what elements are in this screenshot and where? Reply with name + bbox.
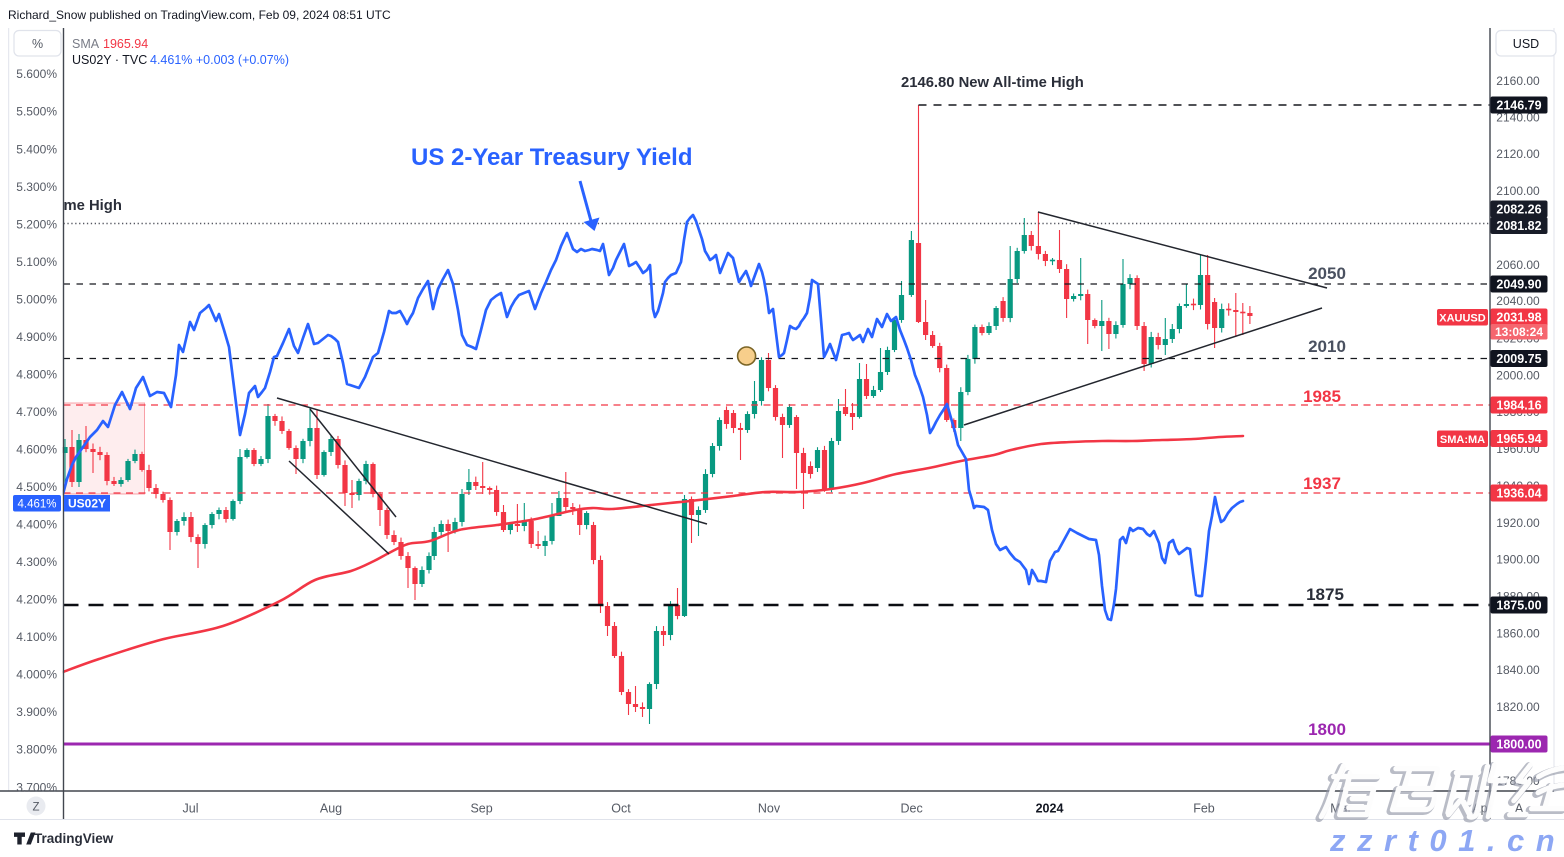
svg-text:5.600%: 5.600%	[16, 67, 57, 81]
svg-text:4.000%: 4.000%	[16, 668, 57, 682]
svg-text:Aug: Aug	[320, 802, 342, 816]
svg-text:3.900%: 3.900%	[16, 705, 57, 719]
svg-text:2082.26: 2082.26	[1496, 202, 1541, 216]
svg-text:4.900%: 4.900%	[16, 330, 57, 344]
svg-text:1985: 1985	[1303, 387, 1341, 406]
svg-text:4.461%: 4.461%	[17, 499, 56, 511]
svg-text:2010: 2010	[1308, 337, 1346, 356]
svg-text:4.600%: 4.600%	[16, 443, 57, 457]
svg-text:Z: Z	[32, 802, 39, 814]
svg-text:1937: 1937	[1303, 474, 1341, 493]
svg-text:2024: 2024	[1036, 802, 1064, 816]
svg-text:2009.75: 2009.75	[1496, 352, 1541, 366]
svg-text:1984.16: 1984.16	[1496, 398, 1541, 412]
svg-text:2120.00: 2120.00	[1496, 147, 1540, 161]
svg-text:2081.82: 2081.82	[1496, 219, 1541, 233]
svg-text:Sep: Sep	[470, 802, 492, 816]
svg-text:2040.00: 2040.00	[1496, 294, 1540, 308]
svg-text:2140.00: 2140.00	[1496, 111, 1540, 125]
svg-text:Jul: Jul	[183, 802, 199, 816]
svg-text:%: %	[32, 37, 43, 51]
svg-text:4.200%: 4.200%	[16, 593, 57, 607]
svg-text:US 2-Year Treasury Yield: US 2-Year Treasury Yield	[411, 144, 693, 171]
svg-text:1900.00: 1900.00	[1496, 553, 1540, 567]
svg-text:2050: 2050	[1308, 264, 1346, 283]
svg-text:1840.00: 1840.00	[1496, 663, 1540, 677]
svg-text:me High: me High	[64, 198, 122, 214]
svg-text:USD: USD	[1513, 37, 1539, 51]
svg-text:A: A	[1515, 802, 1524, 816]
svg-text:4.300%: 4.300%	[16, 555, 57, 569]
svg-text:4.500%: 4.500%	[16, 480, 57, 494]
svg-text:2160.00: 2160.00	[1496, 74, 1540, 88]
svg-text:SMA: SMA	[72, 37, 100, 51]
svg-text:3.700%: 3.700%	[16, 780, 57, 794]
svg-text:US02Y · TVC: US02Y · TVC	[72, 53, 147, 67]
svg-text:1875: 1875	[1306, 585, 1344, 604]
svg-text:2146.79: 2146.79	[1496, 98, 1541, 112]
svg-text:5.100%: 5.100%	[16, 255, 57, 269]
svg-text:Richard_Snow published on Trad: Richard_Snow published on TradingView.co…	[8, 8, 391, 22]
svg-text:SMA:MA: SMA:MA	[1440, 434, 1485, 446]
svg-text:Oct: Oct	[611, 802, 631, 816]
svg-text:4.700%: 4.700%	[16, 405, 57, 419]
svg-text:1936.04: 1936.04	[1496, 486, 1541, 500]
svg-text:13:08:24: 13:08:24	[1495, 325, 1543, 339]
svg-text:4.100%: 4.100%	[16, 630, 57, 644]
svg-text:1965.94: 1965.94	[103, 37, 148, 51]
svg-text:2031.98: 2031.98	[1496, 311, 1541, 325]
svg-text:1920.00: 1920.00	[1496, 516, 1540, 530]
svg-text:4.400%: 4.400%	[16, 518, 57, 532]
svg-text:Dec: Dec	[900, 802, 922, 816]
svg-text:5.500%: 5.500%	[16, 105, 57, 119]
svg-text:2000.00: 2000.00	[1496, 369, 1540, 383]
svg-text:2049.90: 2049.90	[1496, 277, 1541, 291]
svg-text:1860.00: 1860.00	[1496, 627, 1540, 641]
svg-text:4.461% +0.003 (+0.07%): 4.461% +0.003 (+0.07%)	[150, 53, 289, 67]
svg-text:XAUUSD: XAUUSD	[1439, 313, 1486, 325]
svg-text:TradingView: TradingView	[34, 831, 114, 846]
svg-text:1965.94: 1965.94	[1496, 432, 1541, 446]
svg-text:4.800%: 4.800%	[16, 367, 57, 381]
svg-text:5.200%: 5.200%	[16, 217, 57, 231]
svg-text:1875.00: 1875.00	[1496, 598, 1541, 612]
svg-text:zzrt01.cn: zzrt01.cn	[1329, 823, 1564, 857]
svg-text:1820.00: 1820.00	[1496, 700, 1540, 714]
svg-text:5.300%: 5.300%	[16, 180, 57, 194]
svg-text:2146.80 New All-time High: 2146.80 New All-time High	[901, 75, 1084, 91]
svg-text:3.800%: 3.800%	[16, 743, 57, 757]
svg-text:1800: 1800	[1308, 720, 1346, 739]
svg-text:1800.00: 1800.00	[1496, 737, 1541, 751]
svg-text:5.400%: 5.400%	[16, 142, 57, 156]
svg-text:5.000%: 5.000%	[16, 292, 57, 306]
svg-text:Nov: Nov	[758, 802, 781, 816]
svg-text:Feb: Feb	[1193, 802, 1215, 816]
svg-text:US02Y: US02Y	[68, 497, 106, 511]
svg-text:2060.00: 2060.00	[1496, 258, 1540, 272]
svg-text:2100.00: 2100.00	[1496, 184, 1540, 198]
